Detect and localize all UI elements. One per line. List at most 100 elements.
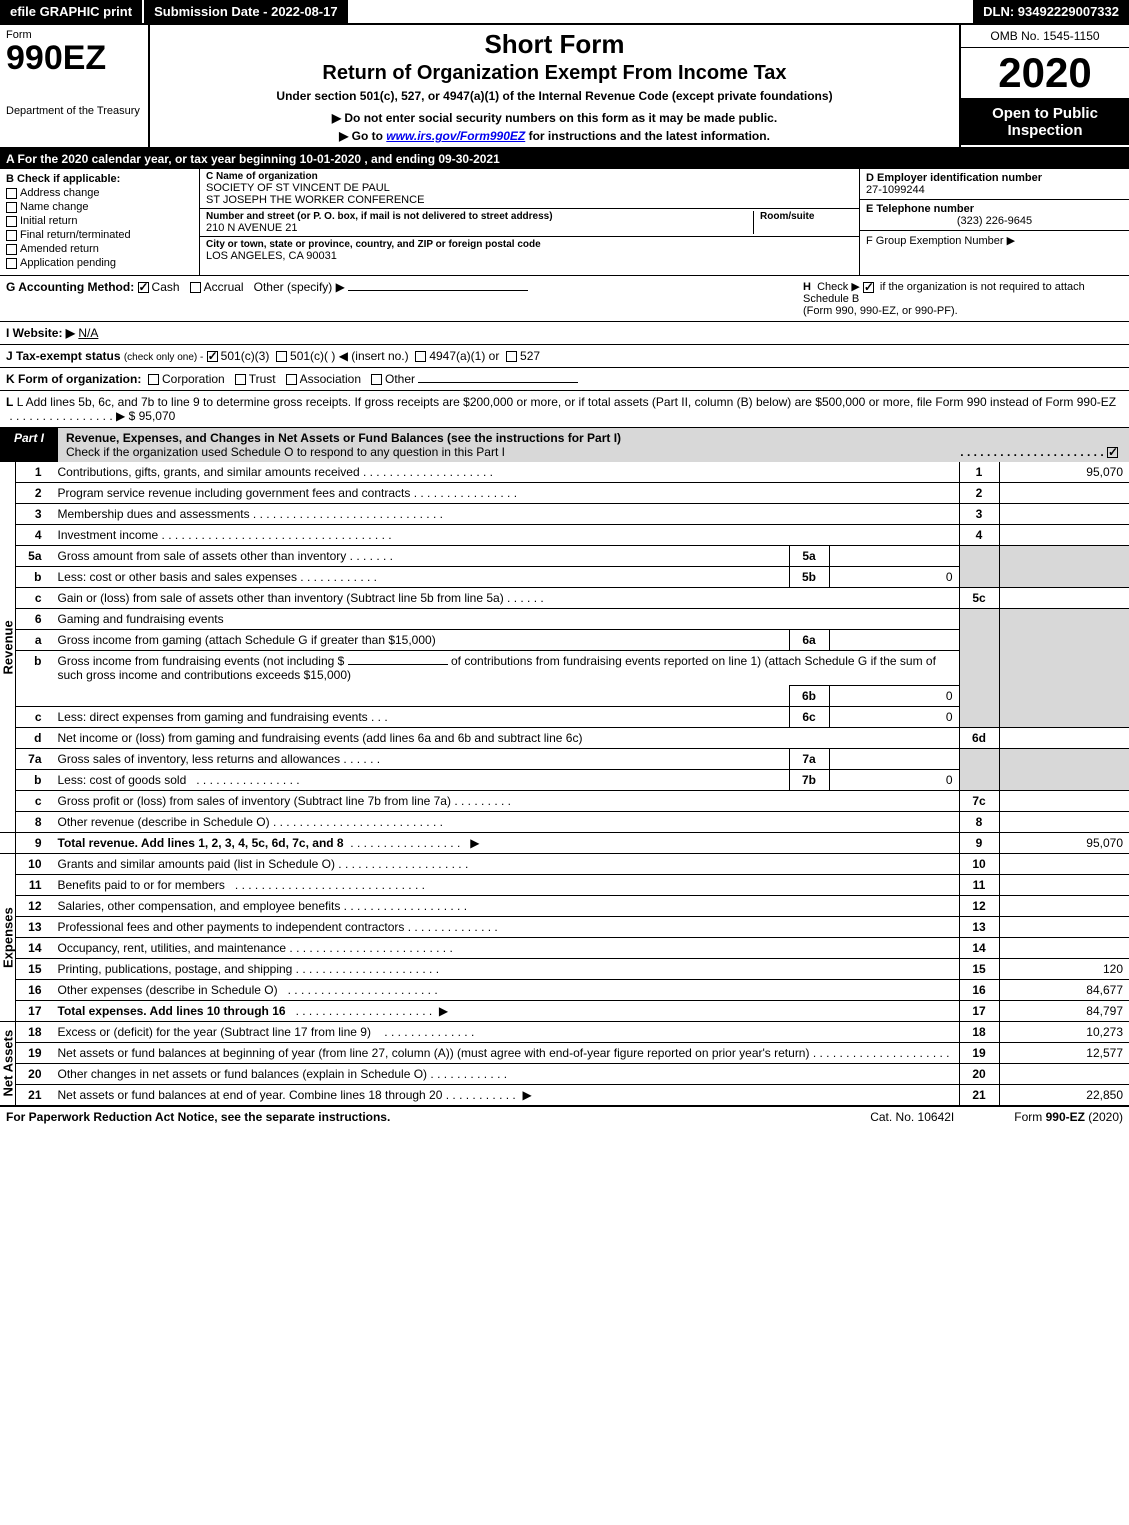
section-i: I Website: ▶ N/A — [0, 322, 1129, 345]
other-org-input[interactable] — [418, 382, 578, 383]
check-other-org[interactable] — [371, 374, 382, 385]
ln-2-box: 2 — [959, 483, 999, 504]
check-corporation[interactable] — [148, 374, 159, 385]
ln-14-num: 14 — [16, 938, 52, 959]
check-501c[interactable] — [276, 351, 287, 362]
line-7a: 7a Gross sales of inventory, less return… — [0, 749, 1129, 770]
ln-19-desc: Net assets or fund balances at beginning… — [58, 1046, 810, 1060]
subtitle-ssn-warning: ▶ Do not enter social security numbers o… — [160, 111, 949, 125]
ln-5b-subamt: 0 — [829, 567, 959, 588]
efile-print-button[interactable]: efile GRAPHIC print — [0, 0, 144, 23]
section-b: B Check if applicable: Address change Na… — [0, 169, 200, 275]
ln-15-desc: Printing, publications, postage, and shi… — [58, 962, 293, 976]
check-name-change[interactable]: Name change — [6, 201, 193, 213]
footer-catalog: Cat. No. 10642I — [870, 1110, 954, 1124]
ln-4-desc: Investment income — [58, 528, 159, 542]
ein: 27-1099244 — [866, 184, 1123, 196]
ln-17-amt: 84,797 — [999, 1001, 1129, 1022]
d-label: D Employer identification number — [866, 172, 1123, 184]
ln-9-box: 9 — [959, 833, 999, 854]
footer-form-ref: Form 990-EZ (2020) — [1014, 1110, 1123, 1124]
c-label: C Name of organization — [206, 171, 853, 182]
check-4947[interactable] — [415, 351, 426, 362]
check-schedule-b[interactable] — [863, 282, 874, 293]
section-j: J Tax-exempt status (check only one) - 5… — [0, 345, 1129, 368]
ln-12-amt — [999, 896, 1129, 917]
check-trust[interactable] — [235, 374, 246, 385]
ln-20-desc: Other changes in net assets or fund bala… — [58, 1067, 428, 1081]
ln-12-num: 12 — [16, 896, 52, 917]
ln-4-box: 4 — [959, 525, 999, 546]
ln-6c-num: c — [16, 707, 52, 728]
check-schedule-o[interactable] — [1107, 447, 1118, 458]
submission-date: Submission Date - 2022-08-17 — [144, 0, 350, 23]
ln-6b-blank[interactable] — [348, 664, 448, 665]
ln-1-amt: 95,070 — [999, 462, 1129, 483]
check-cash[interactable] — [138, 282, 149, 293]
ln-15-box: 15 — [959, 959, 999, 980]
line-19: 19 Net assets or fund balances at beginn… — [0, 1043, 1129, 1064]
ln-2-amt — [999, 483, 1129, 504]
ln-16-amt: 84,677 — [999, 980, 1129, 1001]
department: Department of the Treasury — [6, 105, 142, 117]
org-name-1: SOCIETY OF ST VINCENT DE PAUL — [206, 182, 853, 194]
ln-16-num: 16 — [16, 980, 52, 1001]
ln-3-desc: Membership dues and assessments — [58, 507, 250, 521]
ln-14-desc: Occupancy, rent, utilities, and maintena… — [58, 941, 287, 955]
line-8: 8 Other revenue (describe in Schedule O)… — [0, 812, 1129, 833]
l-amount: $ 95,070 — [129, 409, 176, 423]
ln-13-desc: Professional fees and other payments to … — [58, 920, 405, 934]
accrual-label: Accrual — [204, 280, 244, 294]
ln-9-amt: 95,070 — [999, 833, 1129, 854]
ln-5c-box: 5c — [959, 588, 999, 609]
line-20: 20 Other changes in net assets or fund b… — [0, 1064, 1129, 1085]
section-k: K Form of organization: Corporation Trus… — [0, 368, 1129, 391]
ln-17-num: 17 — [16, 1001, 52, 1022]
check-address-change[interactable]: Address change — [6, 187, 193, 199]
header-left: Form 990EZ Department of the Treasury — [0, 25, 150, 147]
ln-7a-num: 7a — [16, 749, 52, 770]
ln-6b-subamt: 0 — [829, 686, 959, 707]
f-label: F Group Exemption Number ▶ — [866, 234, 1123, 247]
check-amended-return[interactable]: Amended return — [6, 243, 193, 255]
ln-2-desc: Program service revenue including govern… — [58, 486, 411, 500]
ln-18-box: 18 — [959, 1022, 999, 1043]
top-bar: efile GRAPHIC print Submission Date - 20… — [0, 0, 1129, 25]
ln-10-num: 10 — [16, 854, 52, 875]
street-label: Number and street (or P. O. box, if mail… — [206, 211, 753, 222]
check-accrual[interactable] — [190, 282, 201, 293]
ln-6c-sub: 6c — [789, 707, 829, 728]
ln-6d-amt — [999, 728, 1129, 749]
ln-21-num: 21 — [16, 1085, 52, 1106]
ln-20-amt — [999, 1064, 1129, 1085]
other-specify-input[interactable] — [348, 290, 528, 291]
check-association[interactable] — [286, 374, 297, 385]
ln-4-amt — [999, 525, 1129, 546]
irs-link[interactable]: www.irs.gov/Form990EZ — [386, 129, 525, 143]
ln-6b-num: b — [16, 651, 52, 707]
ln-6d-desc: Net income or (loss) from gaming and fun… — [52, 728, 960, 749]
ln-20-box: 20 — [959, 1064, 999, 1085]
check-527[interactable] — [506, 351, 517, 362]
ln-7c-amt — [999, 791, 1129, 812]
check-501c3[interactable] — [207, 351, 218, 362]
check-application-pending[interactable]: Application pending — [6, 257, 193, 269]
footer-paperwork: For Paperwork Reduction Act Notice, see … — [6, 1110, 390, 1124]
check-initial-return[interactable]: Initial return — [6, 215, 193, 227]
ln-7a-sub: 7a — [789, 749, 829, 770]
ln-5b-sub: 5b — [789, 567, 829, 588]
ln-7c-num: c — [16, 791, 52, 812]
ln-18-num: 18 — [16, 1022, 52, 1043]
ln-17-desc: Total expenses. Add lines 10 through 16 — [58, 1004, 286, 1018]
ln-5c-amt — [999, 588, 1129, 609]
ln-5b-desc: Less: cost or other basis and sales expe… — [58, 570, 297, 584]
part1-tag: Part I — [0, 428, 58, 462]
line-18: Net Assets 18 Excess or (deficit) for th… — [0, 1022, 1129, 1043]
ln-7b-num: b — [16, 770, 52, 791]
ln-14-amt — [999, 938, 1129, 959]
line-5c: c Gain or (loss) from sale of assets oth… — [0, 588, 1129, 609]
part1-table: Revenue 1 Contributions, gifts, grants, … — [0, 462, 1129, 1105]
street-address: 210 N AVENUE 21 — [206, 222, 753, 234]
line-5a: 5a Gross amount from sale of assets othe… — [0, 546, 1129, 567]
check-final-return[interactable]: Final return/terminated — [6, 229, 193, 241]
